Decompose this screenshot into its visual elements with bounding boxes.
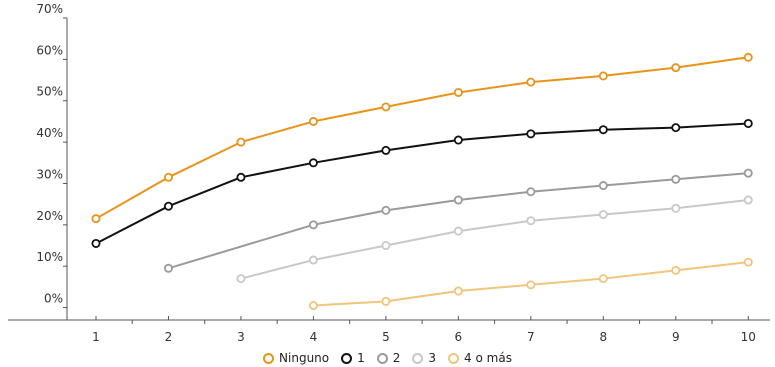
- data-point: [743, 52, 753, 62]
- data-point: [308, 116, 318, 126]
- data-point: [236, 172, 246, 182]
- data-point: [671, 63, 681, 73]
- data-point: [598, 181, 608, 191]
- legend-marker-icon: [448, 352, 460, 364]
- data-point: [381, 205, 391, 215]
- data-point: [671, 203, 681, 213]
- data-point: [453, 195, 463, 205]
- y-axis: 0% 10% 20% 30% 40% 50% 60% 70%: [36, 2, 68, 320]
- legend-label: 4 o más: [464, 351, 512, 365]
- x-tick-label: 7: [527, 330, 535, 344]
- series-line: [95, 122, 749, 245]
- x-tick-label: 6: [455, 330, 463, 344]
- data-point: [163, 201, 173, 211]
- data-point: [236, 137, 246, 147]
- legend-label: 3: [428, 351, 437, 365]
- x-tick-label: 1: [92, 330, 100, 344]
- series-5: [308, 257, 753, 311]
- data-point: [163, 172, 173, 182]
- legend-item: 2: [376, 351, 401, 365]
- data-point: [91, 238, 101, 248]
- series-1: [91, 52, 753, 224]
- data-point: [598, 125, 608, 135]
- x-tick-label: 10: [741, 330, 756, 344]
- y-tick-label: 10%: [36, 250, 63, 264]
- y-tick-label: 60%: [36, 43, 63, 57]
- data-point: [526, 280, 536, 290]
- x-tick-label: 8: [599, 330, 607, 344]
- x-tick-label: 4: [310, 330, 318, 344]
- data-point: [526, 77, 536, 87]
- legend: Ninguno 1 2 3 4 o más: [0, 349, 775, 367]
- data-point: [308, 301, 318, 311]
- x-tick-label: 9: [672, 330, 680, 344]
- x-tick-label: 2: [165, 330, 173, 344]
- data-point: [453, 135, 463, 145]
- legend-marker-icon: [341, 352, 353, 364]
- data-point: [671, 265, 681, 275]
- data-point: [598, 71, 608, 81]
- x-tick-label: 3: [237, 330, 245, 344]
- data-point: [308, 220, 318, 230]
- legend-label: Ninguno: [279, 351, 330, 365]
- data-point: [671, 174, 681, 184]
- legend-label: 2: [392, 351, 401, 365]
- legend-item: 3: [412, 351, 436, 365]
- data-point: [743, 257, 753, 267]
- legend-label: 1: [357, 351, 365, 365]
- series-layer: [91, 52, 753, 311]
- data-point: [236, 274, 246, 284]
- y-tick-label: 20%: [36, 209, 63, 223]
- y-tick-label: 0%: [44, 292, 63, 306]
- legend-item: Ninguno: [263, 351, 329, 365]
- data-point: [381, 296, 391, 306]
- data-point: [381, 102, 391, 112]
- data-point: [671, 123, 681, 133]
- legend-marker-icon: [412, 352, 424, 364]
- data-point: [308, 255, 318, 265]
- data-point: [598, 210, 608, 220]
- legend-item: 4 o más: [448, 351, 512, 365]
- series-line: [240, 199, 749, 280]
- data-point: [453, 87, 463, 97]
- data-point: [308, 158, 318, 168]
- y-tick-label: 30%: [36, 167, 63, 181]
- data-point: [526, 187, 536, 197]
- data-point: [381, 145, 391, 155]
- data-point: [381, 241, 391, 251]
- data-point: [526, 216, 536, 226]
- x-axis: 1 2 3 4 5 6 7 8 9 10: [8, 316, 770, 344]
- legend-marker-icon: [263, 352, 275, 364]
- data-point: [91, 214, 101, 224]
- data-point: [453, 286, 463, 296]
- legend-item: 1: [341, 351, 365, 365]
- y-tick-label: 40%: [36, 126, 63, 140]
- series-4: [236, 195, 753, 284]
- data-point: [163, 263, 173, 273]
- line-chart: 0% 10% 20% 30% 40% 50% 60% 70% 1 2 3 4 5 6 7 8 9 10: [8, 2, 770, 344]
- data-point: [453, 226, 463, 236]
- x-tick-label: 5: [382, 330, 390, 344]
- series-line: [168, 172, 749, 270]
- y-tick-label: 50%: [36, 85, 63, 99]
- data-point: [743, 195, 753, 205]
- series-3: [163, 168, 753, 273]
- legend-marker-icon: [376, 352, 388, 364]
- series-2: [91, 118, 753, 248]
- y-tick-label: 70%: [36, 2, 63, 16]
- series-line: [95, 56, 749, 220]
- data-point: [526, 129, 536, 139]
- data-point: [743, 168, 753, 178]
- data-point: [743, 118, 753, 128]
- data-point: [598, 274, 608, 284]
